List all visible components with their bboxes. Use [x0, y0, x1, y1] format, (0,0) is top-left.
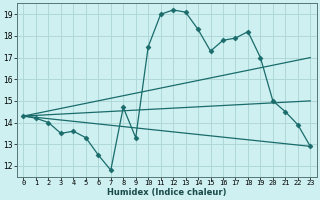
- X-axis label: Humidex (Indice chaleur): Humidex (Indice chaleur): [107, 188, 227, 197]
